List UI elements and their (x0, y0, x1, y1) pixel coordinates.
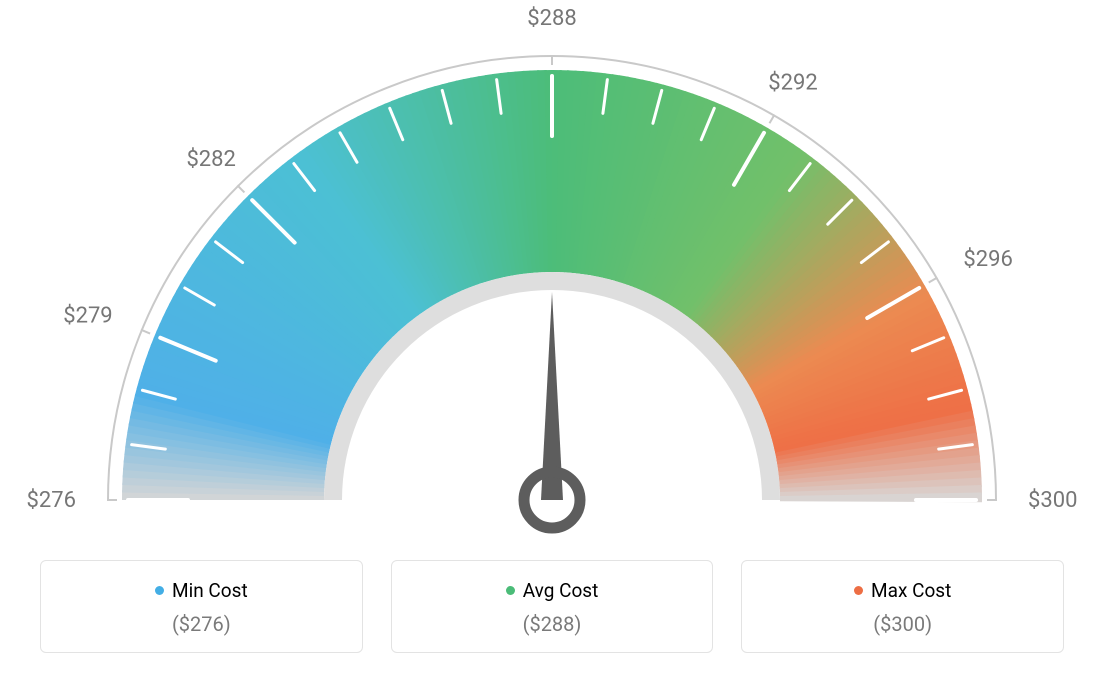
gauge-tick-label: $279 (63, 304, 112, 329)
gauge-tick-label: $292 (768, 71, 817, 96)
gauge-svg: $276 $279 $282 $288 $292 $296 $300 (0, 0, 1104, 560)
legend-value-max: ($300) (752, 612, 1053, 636)
gauge-tick-label: $288 (527, 6, 576, 31)
legend-label-max: Max Cost (871, 579, 951, 602)
gauge-tick-label: $300 (1028, 488, 1077, 513)
gauge-tick-label: $276 (27, 488, 76, 513)
legend-dot-max (854, 586, 863, 595)
legend-value-min: ($276) (51, 612, 352, 636)
legend-title-min: Min Cost (155, 579, 248, 602)
gauge-tick-label: $282 (186, 147, 235, 172)
legend-value-avg: ($288) (402, 612, 703, 636)
legend-label-avg: Avg Cost (523, 579, 599, 602)
legend-card-max: Max Cost ($300) (741, 560, 1064, 653)
legend-card-min: Min Cost ($276) (40, 560, 363, 653)
gauge-tick-label: $296 (963, 247, 1012, 272)
legend-dot-avg (506, 586, 515, 595)
legend-dot-min (155, 586, 164, 595)
legend-label-min: Min Cost (172, 579, 248, 602)
legend-row: Min Cost ($276) Avg Cost ($288) Max Cost… (0, 560, 1104, 653)
legend-title-avg: Avg Cost (506, 579, 599, 602)
cost-gauge: $276 $279 $282 $288 $292 $296 $300 (0, 0, 1104, 560)
legend-card-avg: Avg Cost ($288) (391, 560, 714, 653)
legend-title-max: Max Cost (854, 579, 951, 602)
